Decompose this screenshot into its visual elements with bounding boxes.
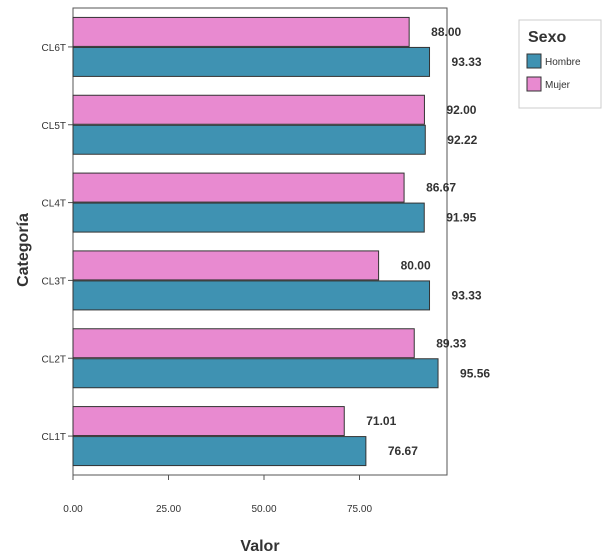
x-tick-label-3: 75.00	[347, 504, 372, 515]
data-label-hombre-cl2t: 95.56	[460, 366, 490, 380]
legend-label-mujer: Mujer	[545, 80, 571, 91]
bar-hombre-cl5t	[72, 124, 426, 155]
x-tick-label-2: 50.00	[251, 504, 276, 515]
bar-hombre-cl4t	[72, 202, 425, 233]
bar-hombre-cl2t	[72, 358, 439, 389]
legend-label-hombre: Hombre	[545, 57, 581, 68]
bar-mujer-cl5t	[72, 94, 425, 125]
y-tick-label-cl1t: CL1T	[42, 432, 66, 443]
x-tick-label-1: 25.00	[156, 504, 181, 515]
x-axis-title: Valor	[240, 538, 279, 555]
y-tick-label-cl4t: CL4T	[42, 199, 66, 210]
bar-mujer-cl2t	[72, 328, 415, 359]
data-labels-group: 71.01 76.67 89.33 95.56 80.00 93.33 86.67 91.95…	[366, 25, 490, 458]
data-label-hombre-cl4t: 91.95	[446, 211, 476, 225]
y-axis: CL1T CL2T CL3T CL4T CL5T CL6T	[42, 43, 73, 443]
bar-hombre-cl1t	[72, 436, 367, 467]
bar-mujer-cl1t	[72, 406, 345, 437]
data-label-mujer-cl3t: 80.00	[401, 258, 431, 272]
data-label-mujer-cl2t: 89.33	[436, 336, 466, 350]
bar-hombre-cl6t	[72, 46, 431, 77]
data-label-mujer-cl6t: 88.00	[431, 25, 461, 39]
legend-frame	[518, 19, 602, 109]
y-tick-label-cl5t: CL5T	[42, 121, 66, 132]
y-axis-title: Categoría	[15, 213, 32, 287]
data-label-hombre-cl1t: 76.67	[388, 444, 418, 458]
bars-group	[72, 16, 439, 467]
data-label-hombre-cl6t: 93.33	[452, 55, 482, 69]
data-label-hombre-cl3t: 93.33	[452, 288, 482, 302]
legend-swatch-mujer	[526, 76, 542, 92]
plot-area-frame	[72, 7, 448, 476]
bar-hombre-cl3t	[72, 280, 431, 311]
y-tick-label-cl3t: CL3T	[42, 276, 66, 287]
legend: Sexo Hombre Mujer	[518, 19, 602, 109]
bar-mujer-cl3t	[72, 250, 380, 281]
x-tick-label-0: 0.00	[63, 504, 83, 515]
data-label-hombre-cl5t: 92.22	[447, 133, 477, 147]
y-tick-label-cl6t: CL6T	[42, 43, 66, 54]
bar-mujer-cl4t	[72, 172, 405, 203]
data-label-mujer-cl5t: 92.00	[446, 103, 476, 117]
legend-swatch-hombre	[526, 53, 542, 69]
x-axis: 0.00 25.00 50.00 75.00	[63, 475, 372, 515]
data-label-mujer-cl4t: 86.67	[426, 181, 456, 195]
y-tick-label-cl2t: CL2T	[42, 354, 66, 365]
legend-title: Sexo	[528, 29, 566, 46]
data-label-mujer-cl1t: 71.01	[366, 414, 396, 428]
bar-mujer-cl6t	[72, 16, 410, 47]
